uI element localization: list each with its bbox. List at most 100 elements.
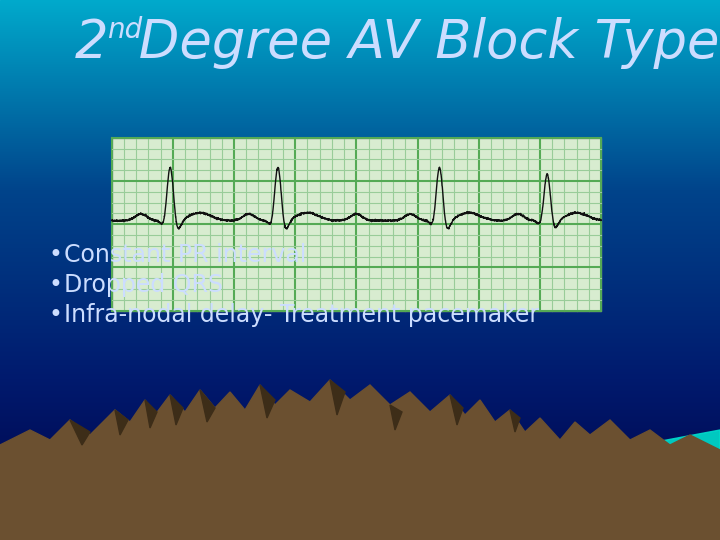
Bar xyxy=(0,330,720,331)
Bar xyxy=(0,71,720,72)
Bar xyxy=(0,386,720,387)
Bar xyxy=(0,467,720,468)
Bar xyxy=(0,196,720,197)
Bar xyxy=(0,211,720,212)
Bar xyxy=(0,358,720,359)
Bar xyxy=(0,212,720,213)
Bar xyxy=(0,145,720,146)
Bar xyxy=(0,353,720,354)
Bar xyxy=(0,324,720,325)
Bar xyxy=(0,132,720,133)
Bar xyxy=(0,227,720,228)
Bar xyxy=(0,292,720,293)
Bar xyxy=(0,51,720,52)
Bar xyxy=(0,31,720,32)
Bar xyxy=(0,70,720,71)
Bar xyxy=(0,236,720,237)
Bar xyxy=(0,39,720,40)
Bar xyxy=(0,409,720,410)
Bar xyxy=(0,365,720,366)
Bar xyxy=(0,367,720,368)
Bar xyxy=(0,15,720,16)
Bar xyxy=(0,153,720,154)
Bar xyxy=(0,171,720,172)
Bar xyxy=(0,402,720,403)
Bar xyxy=(0,186,720,187)
Bar xyxy=(0,415,720,416)
Polygon shape xyxy=(330,380,345,415)
Bar xyxy=(0,314,720,315)
Bar xyxy=(0,48,720,49)
Bar xyxy=(0,42,720,43)
Bar xyxy=(0,3,720,4)
Bar xyxy=(0,486,720,487)
Bar xyxy=(0,131,720,132)
Bar xyxy=(0,517,720,518)
Bar xyxy=(0,105,720,106)
Bar xyxy=(0,166,720,167)
Bar xyxy=(0,35,720,36)
Bar xyxy=(0,450,720,451)
Bar xyxy=(0,73,720,74)
Bar xyxy=(0,469,720,470)
Bar xyxy=(0,475,720,476)
Bar xyxy=(0,104,720,105)
Bar xyxy=(0,237,720,238)
Bar xyxy=(0,481,720,482)
Bar xyxy=(0,220,720,221)
Bar xyxy=(0,349,720,350)
Bar xyxy=(0,370,720,371)
Bar xyxy=(0,527,720,528)
Bar xyxy=(0,58,720,59)
Bar xyxy=(0,438,720,439)
Bar xyxy=(0,431,720,432)
Bar xyxy=(0,177,720,178)
Bar xyxy=(0,463,720,464)
Bar xyxy=(0,194,720,195)
Bar xyxy=(0,241,720,242)
Bar xyxy=(0,32,720,33)
Bar xyxy=(0,408,720,409)
Bar xyxy=(0,534,720,535)
Bar xyxy=(0,230,720,231)
Bar xyxy=(0,112,720,113)
Bar xyxy=(0,405,720,406)
Bar xyxy=(0,232,720,233)
Bar xyxy=(0,319,720,320)
Bar xyxy=(0,100,720,101)
Bar xyxy=(0,152,720,153)
Bar xyxy=(0,282,720,283)
Bar xyxy=(0,356,720,357)
Bar xyxy=(0,518,720,519)
Bar xyxy=(0,345,720,346)
Bar xyxy=(0,77,720,78)
Bar xyxy=(0,456,720,457)
Bar xyxy=(0,210,720,211)
Bar xyxy=(0,27,720,28)
Bar xyxy=(0,391,720,392)
Bar xyxy=(0,221,720,222)
Bar xyxy=(0,113,720,114)
Bar xyxy=(0,318,720,319)
Bar xyxy=(0,228,720,229)
Bar xyxy=(0,363,720,364)
Bar xyxy=(0,387,720,388)
Bar xyxy=(0,369,720,370)
Bar xyxy=(0,432,720,433)
Bar xyxy=(0,366,720,367)
Bar xyxy=(0,337,720,338)
Bar xyxy=(0,348,720,349)
Bar xyxy=(0,50,720,51)
Bar xyxy=(0,62,720,63)
Bar xyxy=(0,202,720,203)
Bar xyxy=(0,206,720,207)
Bar xyxy=(0,192,720,193)
Bar xyxy=(0,458,720,459)
Bar xyxy=(0,301,720,302)
Bar xyxy=(0,226,720,227)
Bar xyxy=(0,410,720,411)
Bar xyxy=(0,519,720,520)
Bar xyxy=(0,75,720,76)
Bar xyxy=(0,195,720,196)
Bar xyxy=(0,141,720,142)
